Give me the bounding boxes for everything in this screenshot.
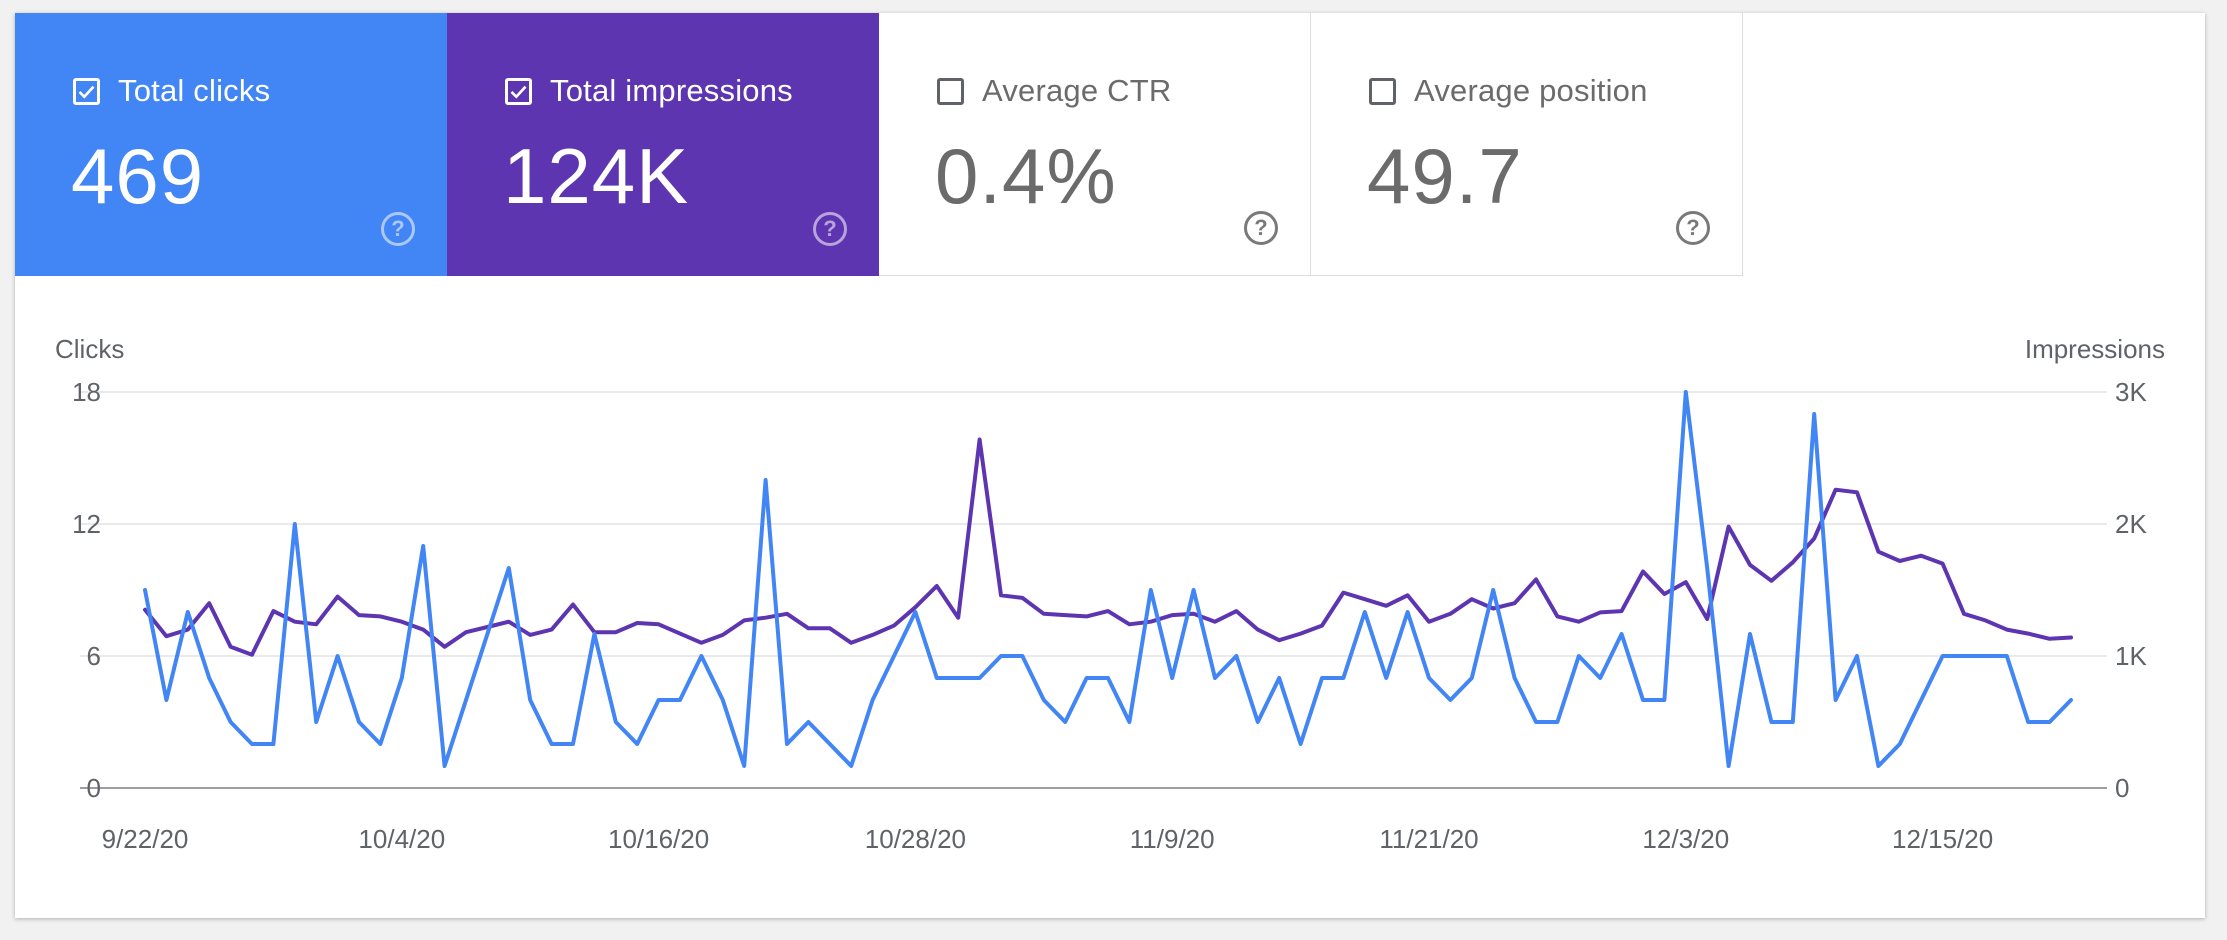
left-tick-label: 12 — [72, 509, 101, 539]
help-icon[interactable]: ? — [813, 212, 847, 246]
metric-label: Total clicks — [118, 73, 271, 108]
help-icon[interactable]: ? — [1676, 211, 1710, 245]
metric-header: Total impressions — [505, 73, 793, 109]
x-tick-label: 12/3/20 — [1642, 824, 1729, 854]
metric-header: Average CTR — [937, 73, 1171, 109]
series-line-impressions[interactable] — [143, 437, 2073, 657]
metric-label: Average CTR — [982, 73, 1172, 108]
metric-value: 0.4% — [935, 132, 1117, 220]
metric-value: 49.7 — [1367, 132, 1523, 220]
performance-chart[interactable]: Clicks Impressions 0 6 12 18 0 1K 2K 3K 9/22/2… — [15, 13, 2205, 918]
metric-value: 124K — [503, 132, 690, 220]
right-tick-label: 0 — [2115, 773, 2129, 803]
left-tick-label: 18 — [72, 377, 101, 407]
checkbox-unchecked-icon[interactable] — [937, 77, 964, 105]
help-icon[interactable]: ? — [381, 212, 415, 246]
left-tick-label: 0 — [87, 773, 101, 803]
x-tick-label: 11/9/20 — [1130, 824, 1215, 854]
metric-tile-total-clicks[interactable]: Total clicks 469 ? — [15, 13, 447, 276]
left-tick-label: 6 — [87, 641, 101, 671]
metric-value: 469 — [71, 132, 205, 220]
x-tick-label: 10/16/20 — [608, 824, 709, 854]
right-tick-label: 3K — [2115, 377, 2147, 407]
checkbox-unchecked-icon[interactable] — [1369, 77, 1396, 105]
metric-header: Average position — [1369, 73, 1648, 109]
x-tick-label: 9/22/20 — [102, 824, 189, 854]
right-axis-ticks: 0 1K 2K 3K — [2115, 377, 2147, 803]
series-lines — [143, 390, 2073, 768]
left-axis-title: Clicks — [55, 334, 124, 364]
series-line-clicks[interactable] — [143, 390, 2073, 768]
metric-tile-average-position[interactable]: Average position 49.7 ? — [1311, 13, 1743, 276]
right-axis-title: Impressions — [2025, 334, 2165, 364]
x-tick-label: 10/28/20 — [865, 824, 966, 854]
x-axis-ticks: 9/22/20 10/4/20 10/16/20 10/28/20 11/9/20 11/… — [102, 824, 1994, 854]
metric-tile-average-ctr[interactable]: Average CTR 0.4% ? — [879, 13, 1311, 276]
left-axis-ticks: 0 6 12 18 — [72, 377, 101, 803]
metric-header: Total clicks — [73, 73, 270, 109]
x-tick-label: 10/4/20 — [358, 824, 445, 854]
grid-lines — [80, 391, 2107, 789]
metric-label: Total impressions — [550, 73, 793, 108]
checkbox-checked-icon[interactable] — [73, 77, 100, 105]
help-icon[interactable]: ? — [1244, 211, 1278, 245]
checkbox-checked-icon[interactable] — [505, 77, 532, 105]
right-tick-label: 1K — [2115, 641, 2147, 671]
x-tick-label: 11/21/20 — [1379, 824, 1478, 854]
metric-label: Average position — [1414, 73, 1648, 108]
x-tick-label: 12/15/20 — [1892, 824, 1993, 854]
performance-card: Total clicks 469 ? Total impressions 124… — [15, 13, 2205, 918]
metric-tiles: Total clicks 469 ? Total impressions 124… — [15, 13, 1743, 276]
metric-tile-total-impressions[interactable]: Total impressions 124K ? — [447, 13, 879, 276]
right-tick-label: 2K — [2115, 509, 2147, 539]
